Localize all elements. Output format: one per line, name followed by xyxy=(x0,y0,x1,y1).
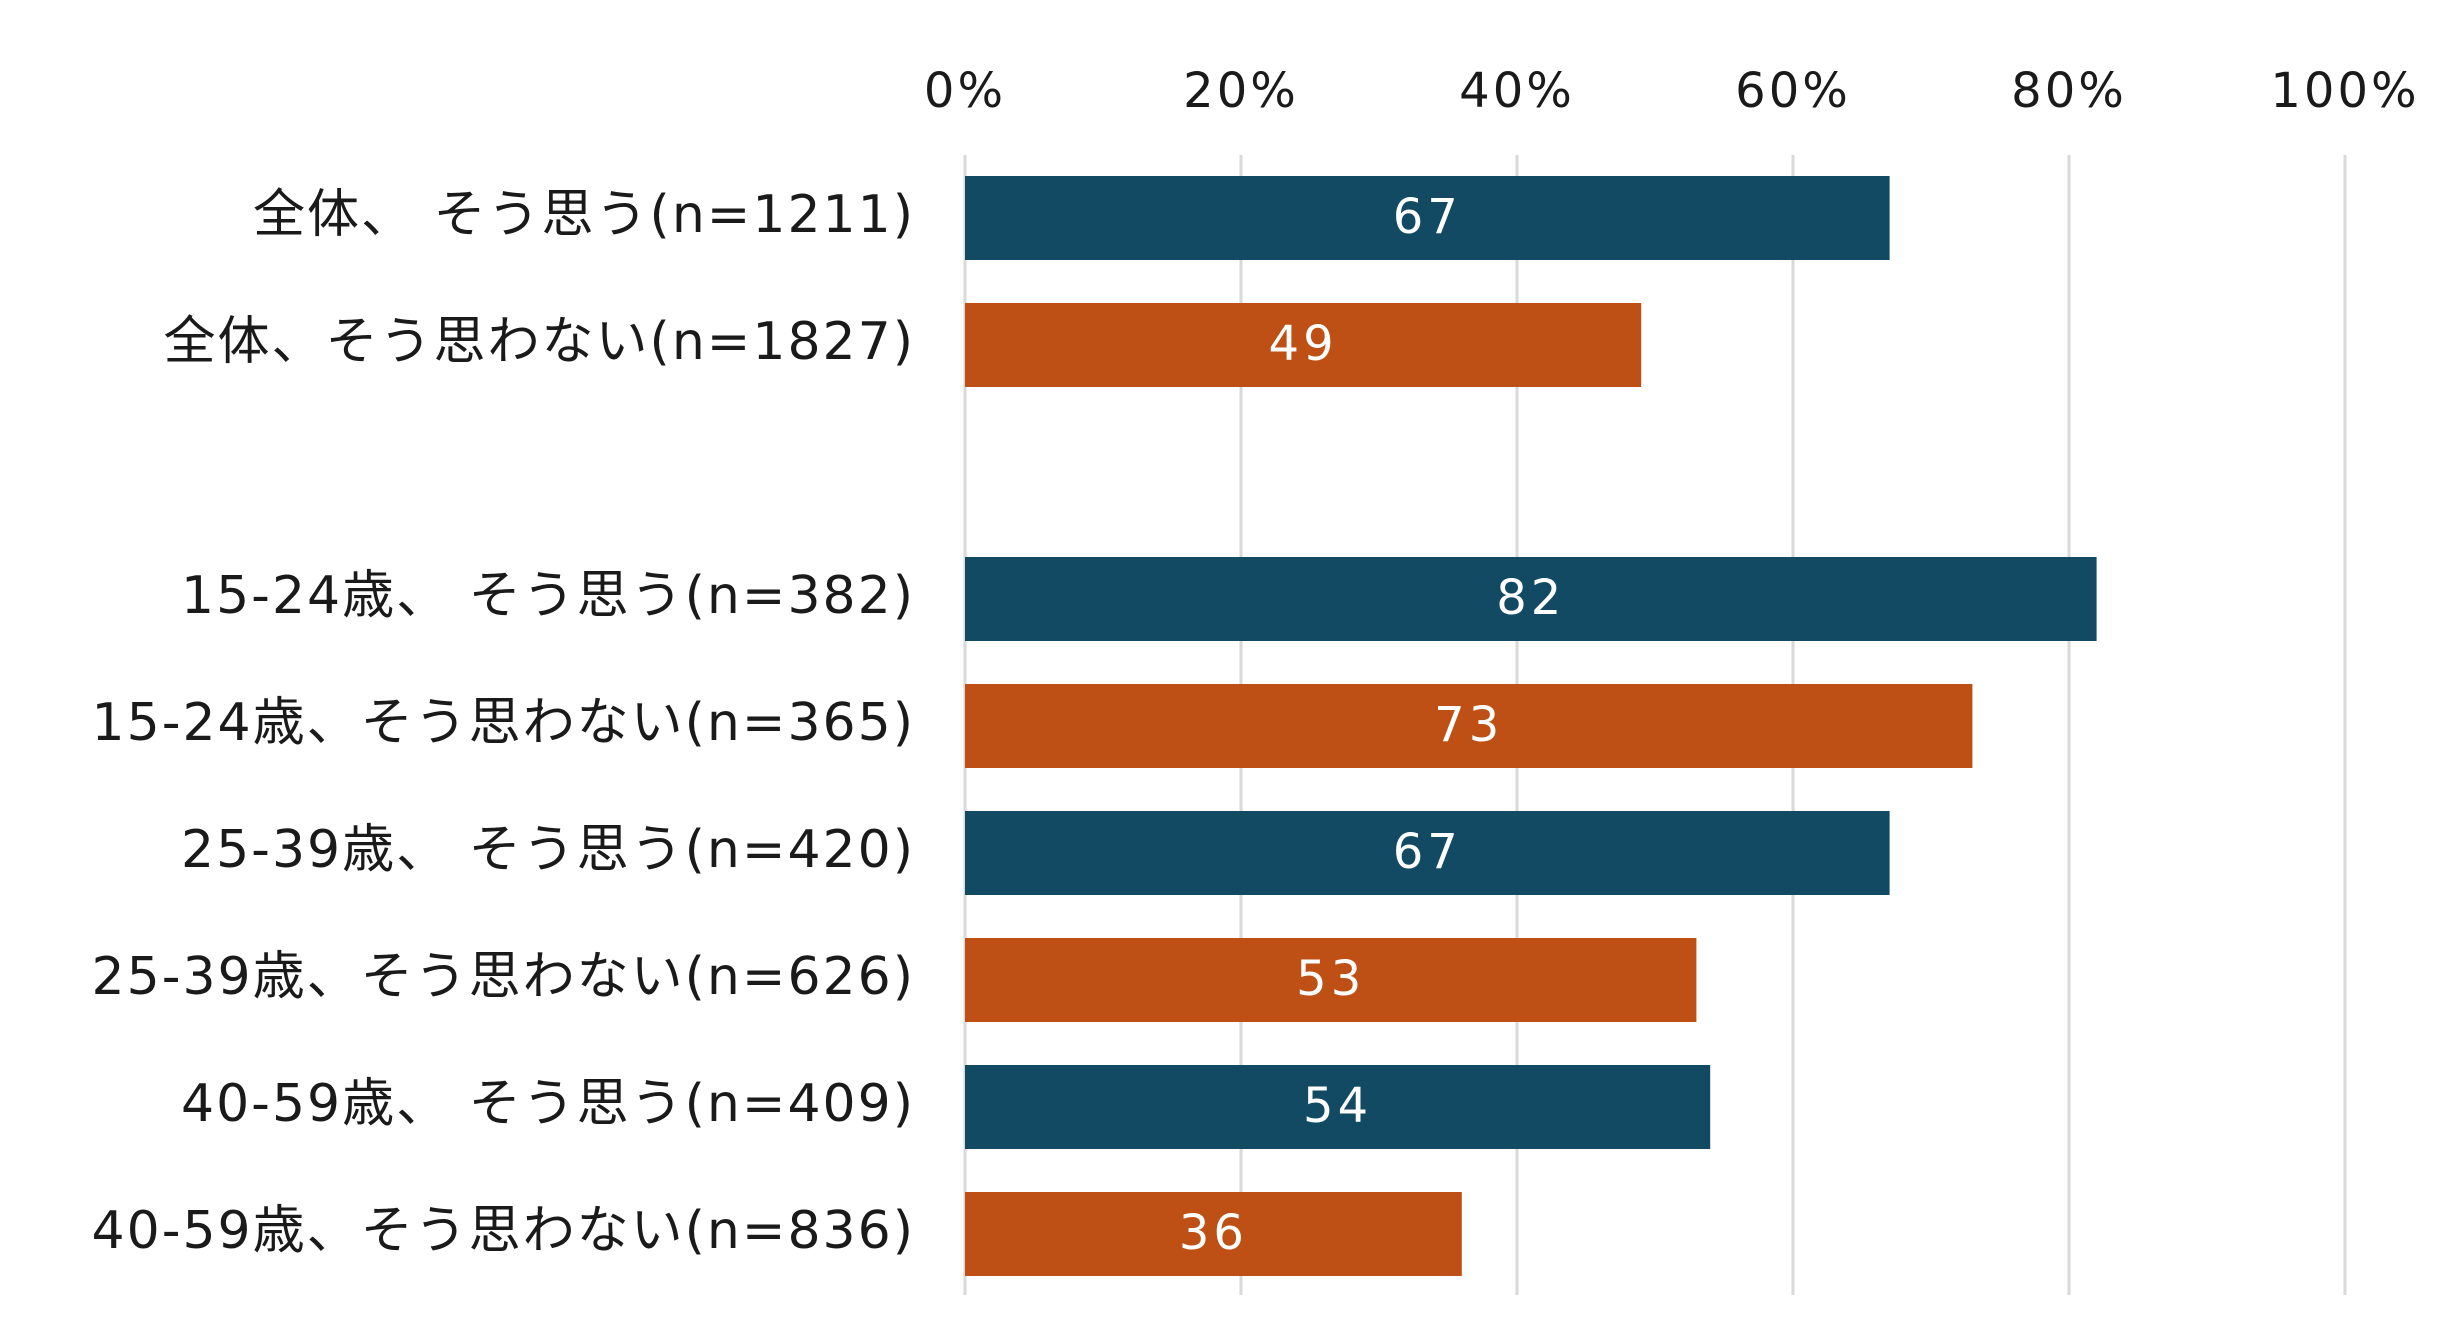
bar-disagree xyxy=(965,1192,1462,1276)
bar-value-label: 67 xyxy=(1393,189,1462,245)
category-label: 全体、 そう思う(n=1211) xyxy=(253,185,915,245)
bar-agree xyxy=(965,557,2097,641)
bar-value-label: 82 xyxy=(1496,570,1565,626)
category-label: 25-39歳、そう思わない(n=626) xyxy=(92,947,915,1007)
category-label: 15-24歳、 そう思う(n=382) xyxy=(181,566,915,626)
x-tick-label: 40% xyxy=(1459,63,1575,119)
bar-value-label: 36 xyxy=(1179,1205,1248,1261)
bar-disagree xyxy=(965,938,1697,1022)
bar-agree xyxy=(965,811,1890,895)
bar-disagree xyxy=(965,684,1973,768)
category-label: 全体、そう思わない(n=1827) xyxy=(164,312,915,372)
x-tick-label: 60% xyxy=(1735,63,1851,119)
category-label: 40-59歳、 そう思う(n=409) xyxy=(181,1074,915,1134)
category-label: 40-59歳、そう思わない(n=836) xyxy=(92,1201,915,1261)
bar-value-label: 49 xyxy=(1269,316,1338,372)
bar-disagree xyxy=(965,303,1642,387)
category-labels: 全体、 そう思う(n=1211) 全体、そう思わない(n=1827) 15-24歳、… xyxy=(92,185,915,1261)
category-label: 25-39歳、 そう思う(n=420) xyxy=(181,820,915,880)
bar-value-label: 67 xyxy=(1393,824,1462,880)
x-tick-label: 20% xyxy=(1183,63,1299,119)
bars: 67 49 82 73 67 53 54 36 xyxy=(965,176,2097,1276)
bar-value-label: 73 xyxy=(1434,697,1503,753)
x-axis-ticks: 0% 20% 40% 60% 80% 100% xyxy=(924,63,2419,119)
category-label: 15-24歳、そう思わない(n=365) xyxy=(92,693,915,753)
x-tick-label: 80% xyxy=(2011,63,2127,119)
x-tick-label: 0% xyxy=(924,63,1006,119)
bar-value-label: 54 xyxy=(1303,1078,1372,1134)
bar-agree xyxy=(965,1065,1711,1149)
bar-agree xyxy=(965,176,1890,260)
bar-value-label: 53 xyxy=(1296,951,1365,1007)
x-tick-label: 100% xyxy=(2270,63,2419,119)
